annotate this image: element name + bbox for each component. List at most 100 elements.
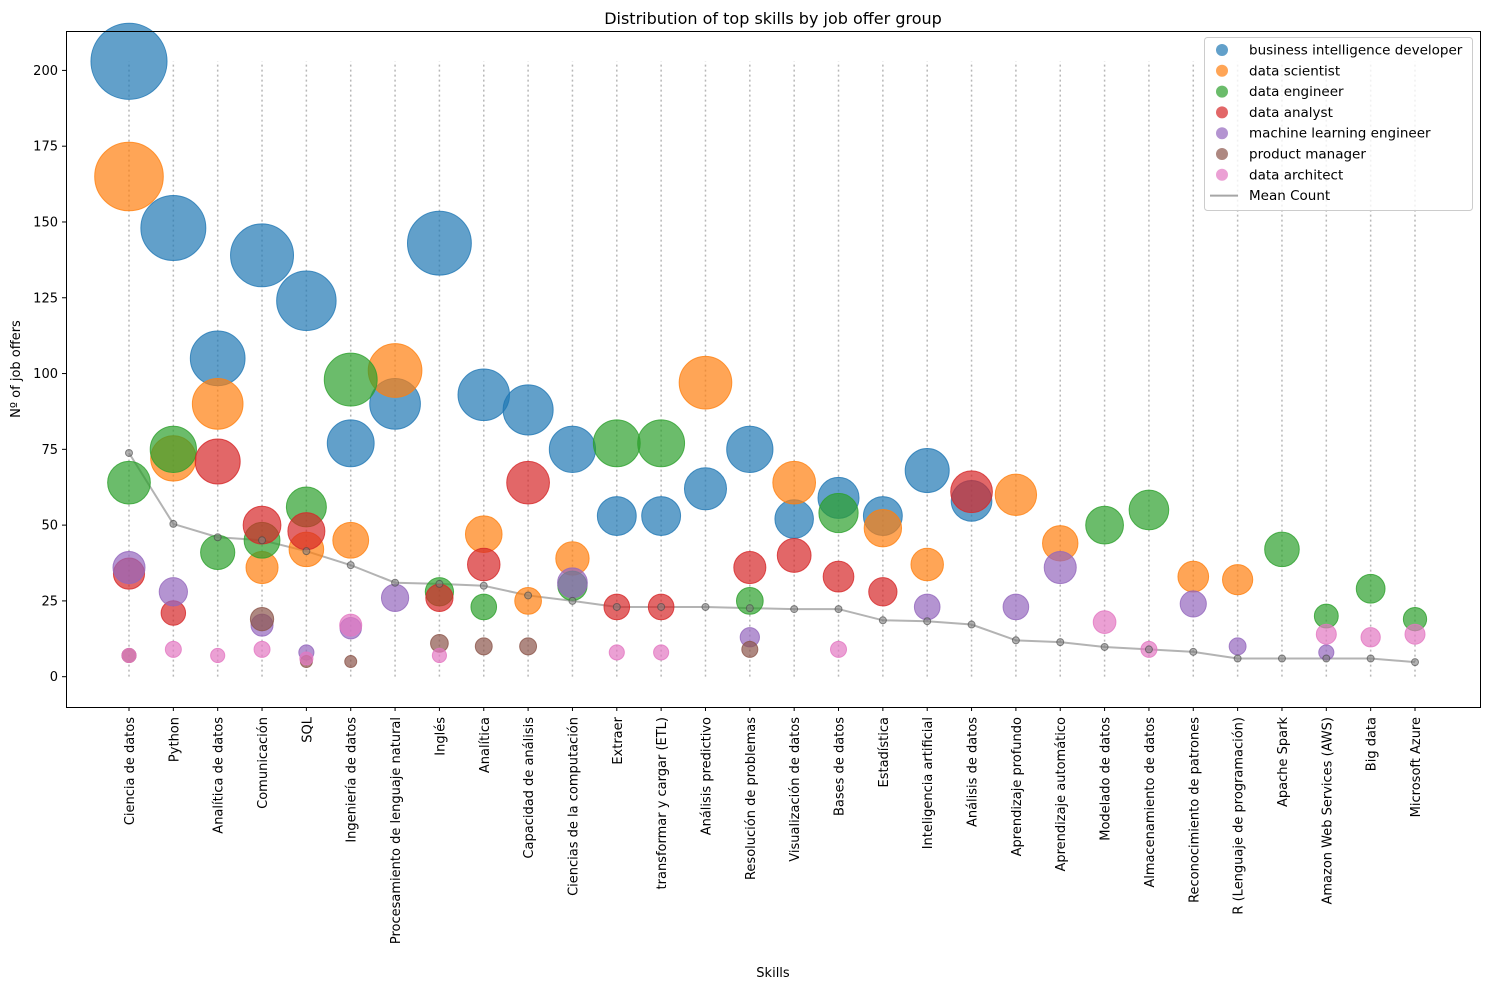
bubble <box>474 637 493 656</box>
plot-frame <box>66 31 1481 708</box>
bubble <box>367 343 423 398</box>
bubble <box>230 223 295 288</box>
y-tick-label: 200 <box>33 64 58 79</box>
x-tick-label: Almacenamiento de datos <box>1143 717 1158 888</box>
bubble <box>332 521 370 559</box>
x-tick-label: Analítica <box>478 717 493 773</box>
legend-marker <box>1216 106 1228 119</box>
mean-count-point <box>745 604 754 613</box>
bubble <box>140 195 207 262</box>
x-tick-label: Ciencia de datos <box>123 717 138 825</box>
mean-count-point <box>1322 654 1331 663</box>
x-tick-label: Ciencias de la computación <box>566 717 581 896</box>
bubble <box>1315 623 1337 645</box>
legend-label: data engineer <box>1249 84 1344 100</box>
bubble <box>596 496 637 536</box>
x-tick-label: R (Lenguaje de programación) <box>1232 717 1247 915</box>
bubble <box>344 655 358 668</box>
bubble <box>678 355 733 410</box>
bubble <box>90 22 168 100</box>
mean-count-point <box>302 547 311 556</box>
mean-count-point <box>479 581 488 590</box>
mean-count-point <box>1056 638 1065 647</box>
x-tick-label: Estadística <box>877 717 892 788</box>
x-tick-label: Big data <box>1365 717 1380 771</box>
mean-count-point <box>967 620 976 629</box>
mean-count-point <box>1366 654 1375 663</box>
bubble <box>210 647 226 664</box>
legend-label: data scientist <box>1249 63 1340 79</box>
mean-count-point <box>1411 658 1419 667</box>
x-tick-label: Inglés <box>433 717 448 756</box>
x-tick-label: Inteligencia artificial <box>921 717 936 849</box>
bubble <box>112 551 146 585</box>
y-axis-label: Nº of job offers <box>9 320 24 418</box>
bubble <box>326 419 375 468</box>
bubble <box>1043 551 1077 585</box>
legend-label: Mean Count <box>1249 188 1330 204</box>
mean-count-point <box>701 602 710 611</box>
legend-label: data architect <box>1249 167 1343 183</box>
bubble <box>733 551 767 585</box>
bubble <box>863 508 903 548</box>
bubble <box>608 644 625 661</box>
bubble <box>557 567 588 599</box>
bubble <box>194 438 241 485</box>
bubble <box>741 640 759 658</box>
bubble <box>380 583 410 612</box>
bubble <box>149 425 197 473</box>
y-axis: 0 25 50 75 100 125 150 175 200 <box>33 64 66 685</box>
mean-count-point <box>1011 636 1020 645</box>
bubble <box>431 647 447 664</box>
x-tick-label: Análisis predictivo <box>699 717 714 835</box>
legend-label: product manager <box>1249 147 1366 163</box>
x-tick-label: Amazon Web Services (AWS) <box>1320 717 1335 905</box>
x-tick-label: Apache Spark <box>1276 717 1291 807</box>
legend-label: machine learning engineer <box>1249 126 1431 142</box>
mean-count-point <box>435 579 444 588</box>
bubble <box>1222 564 1254 596</box>
legend: business intelligence developer data scie… <box>1204 37 1473 211</box>
mean-count-point <box>657 602 666 611</box>
mean-count-point <box>568 596 577 605</box>
bubble <box>683 467 728 511</box>
mean-count-point <box>1100 642 1109 651</box>
y-tick-label: 25 <box>41 594 58 609</box>
legend-frame <box>1204 37 1473 211</box>
x-tick-label: Resolución de problemas <box>744 717 759 880</box>
bubble <box>868 577 898 607</box>
bubble <box>776 538 812 573</box>
bubble <box>249 606 275 632</box>
mean-count-point <box>125 448 133 457</box>
chart-title: Distribution of top skills by job offer … <box>604 9 942 28</box>
bubble <box>950 470 993 514</box>
bubble <box>1128 489 1170 531</box>
bubble <box>253 640 271 658</box>
bubble <box>470 593 498 621</box>
mean-points-layer <box>125 448 1419 667</box>
legend-marker <box>1216 85 1228 98</box>
mean-count-point <box>1277 654 1286 663</box>
legend-label: business intelligence developer <box>1249 43 1463 59</box>
bubble <box>641 496 682 536</box>
bubble <box>425 583 454 612</box>
x-tick-label: transformar y cargar (ETL) <box>655 717 670 889</box>
x-tick-label: Capacidad de análisis <box>522 717 537 859</box>
y-tick-label: 100 <box>33 367 58 382</box>
x-tick-label: Python <box>167 717 182 762</box>
mean-count-point <box>790 605 799 614</box>
y-tick-label: 75 <box>41 443 58 458</box>
x-axis-label: Skills <box>756 966 790 981</box>
bubble <box>519 637 538 656</box>
bubble <box>323 352 378 407</box>
bubble <box>910 547 944 582</box>
x-tick-label: Bases de datos <box>833 717 848 816</box>
x-tick-label: Microsoft Azure <box>1409 717 1424 817</box>
legend-marker <box>1216 127 1228 140</box>
bubbles-layer <box>90 22 1428 668</box>
bubble <box>1179 590 1207 618</box>
x-axis: Ciencia de datos Python Analítica de datos… <box>123 707 1424 944</box>
bubble <box>774 499 814 539</box>
x-tick-label: Ingeniería de datos <box>345 717 360 843</box>
